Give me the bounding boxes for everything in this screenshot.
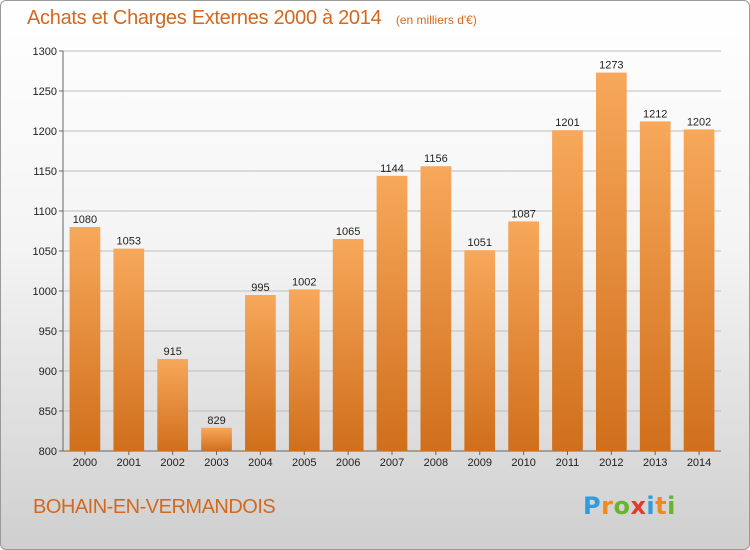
x-tick-label: 2001: [117, 457, 141, 469]
city-name: BOHAIN-EN-VERMANDOIS: [33, 496, 276, 518]
chart-unit: (en milliers d'€): [395, 13, 477, 27]
bar-2002: [157, 359, 189, 451]
data-label: 1080: [73, 214, 97, 226]
x-tick-label: 2010: [511, 457, 535, 469]
proxiti-logo: Proxiti: [583, 492, 676, 520]
data-label: 1202: [687, 116, 711, 128]
logo-letter: P: [583, 492, 602, 520]
data-label: 1051: [467, 237, 491, 249]
data-label: 995: [251, 282, 269, 294]
x-tick-label: 2005: [292, 457, 316, 469]
data-label: 829: [207, 415, 225, 427]
x-tick-label: 2006: [336, 457, 360, 469]
y-tick-label: 900: [39, 366, 57, 378]
logo-letter: o: [613, 492, 631, 520]
data-labels: 1080 1053 915 829 995 1002 1065 1144 1156 1051 108…: [73, 60, 712, 427]
x-tick-label: 2014: [687, 457, 711, 469]
data-label: 1002: [292, 276, 316, 288]
data-label: 915: [163, 346, 181, 358]
logo-letter: r: [601, 492, 614, 520]
x-tick-label: 2007: [380, 457, 404, 469]
bars: [69, 72, 715, 452]
y-tick-label: 1150: [33, 166, 57, 178]
x-tick-label: 2003: [204, 457, 228, 469]
chart-title: Achats et Charges Externes 2000 à 2014: [27, 7, 382, 29]
title-row: Achats et Charges Externes 2000 à 2014 (…: [27, 7, 477, 30]
logo-letter: i: [667, 492, 676, 520]
bar-2008: [420, 166, 452, 451]
y-tick-label: 1250: [33, 86, 57, 98]
bar-2010: [508, 221, 539, 451]
x-tick-label: 2013: [643, 457, 667, 469]
bar-2012: [595, 72, 627, 451]
logo-letter: i: [646, 492, 656, 520]
y-tick-label: 1000: [33, 286, 57, 298]
x-tick-label: 2009: [467, 457, 491, 469]
x-tick-label: 2000: [73, 457, 97, 469]
logo-letter: x: [630, 492, 647, 520]
bar-2011: [552, 130, 583, 451]
bar-2000: [69, 227, 101, 451]
logo-letter: t: [655, 492, 668, 520]
x-tick-label: 2004: [248, 457, 272, 469]
y-tick-label: 950: [39, 326, 57, 338]
data-label: 1201: [555, 117, 579, 129]
y-tick-label: 850: [39, 406, 57, 418]
bar-2007: [376, 175, 408, 452]
bar-2009: [464, 250, 496, 451]
bar-2001: [113, 248, 145, 451]
bar-2013: [639, 121, 671, 452]
bar-2005: [288, 289, 320, 451]
x-tick-label: 2002: [160, 457, 184, 469]
bar-2006: [332, 239, 364, 451]
y-tick-label: 1050: [33, 246, 57, 258]
y-tick-label: 1100: [33, 206, 57, 218]
x-tick-label: 2008: [424, 457, 448, 469]
bar-2003: [201, 427, 232, 451]
data-label: 1087: [511, 208, 535, 220]
data-label: 1144: [380, 163, 404, 175]
data-label: 1212: [643, 108, 667, 120]
y-tick-label: 1300: [33, 46, 57, 58]
bar-2014: [683, 129, 715, 451]
y-tick-label: 1200: [33, 126, 57, 138]
x-tick-label: 2011: [556, 457, 580, 469]
data-label: 1273: [599, 60, 623, 72]
data-label: 1053: [117, 236, 141, 248]
x-tick-label: 2012: [599, 457, 623, 469]
data-label: 1156: [424, 153, 448, 165]
y-tick-label: 800: [39, 446, 57, 458]
bar-2004: [245, 295, 276, 451]
data-label: 1065: [336, 226, 360, 238]
